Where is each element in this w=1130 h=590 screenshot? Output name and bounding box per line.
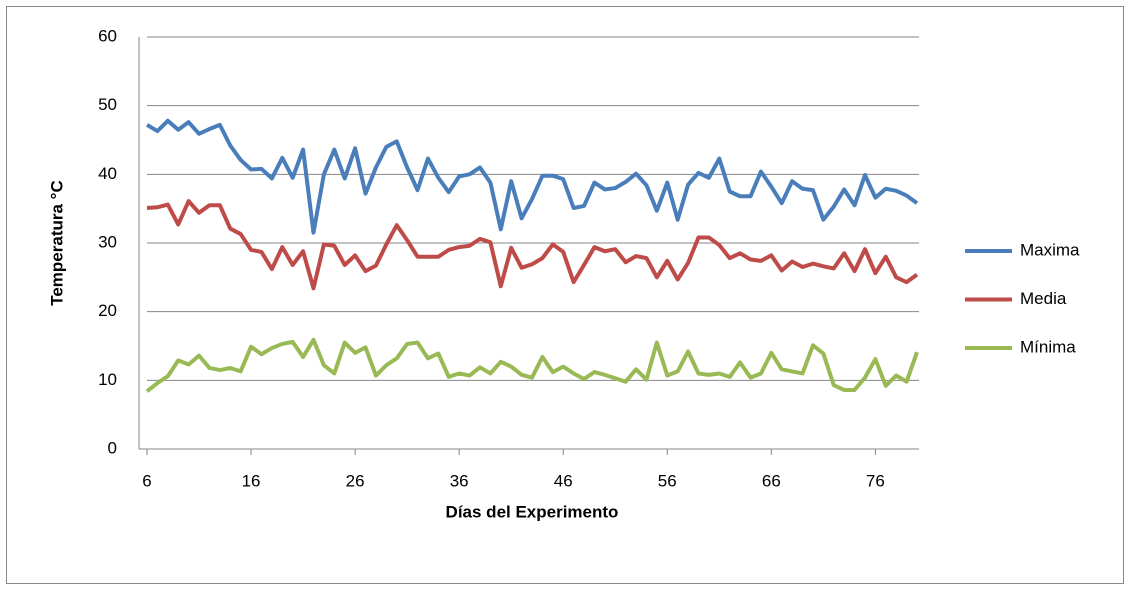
y-axis-title: Temperatura °C bbox=[47, 180, 66, 306]
x-tick-label: 46 bbox=[554, 471, 573, 490]
y-tick-label: 60 bbox=[98, 26, 117, 45]
y-tick-label: 50 bbox=[98, 95, 117, 114]
x-tick-label: 26 bbox=[346, 471, 365, 490]
y-tick-label: 10 bbox=[98, 370, 117, 389]
y-tick-label: 40 bbox=[98, 164, 117, 183]
legend-label: Mínima bbox=[1020, 337, 1076, 356]
legend-label: Maxima bbox=[1020, 240, 1080, 259]
x-tick-label: 36 bbox=[450, 471, 469, 490]
y-tick-label: 20 bbox=[98, 301, 117, 320]
x-tick-label: 16 bbox=[242, 471, 261, 490]
data-line bbox=[146, 199, 919, 291]
x-tick-label: 66 bbox=[762, 471, 781, 490]
y-tick-label: 30 bbox=[98, 232, 117, 251]
data-line bbox=[145, 118, 919, 235]
data-line bbox=[145, 337, 919, 393]
legend-label: Media bbox=[1020, 289, 1067, 308]
x-tick-label: 56 bbox=[658, 471, 677, 490]
x-tick-label: 76 bbox=[866, 471, 885, 490]
y-tick-label: 0 bbox=[108, 438, 117, 457]
chart-frame bbox=[6, 6, 1124, 584]
x-axis-title: Días del Experimento bbox=[446, 502, 619, 521]
x-tick-label: 6 bbox=[142, 471, 151, 490]
